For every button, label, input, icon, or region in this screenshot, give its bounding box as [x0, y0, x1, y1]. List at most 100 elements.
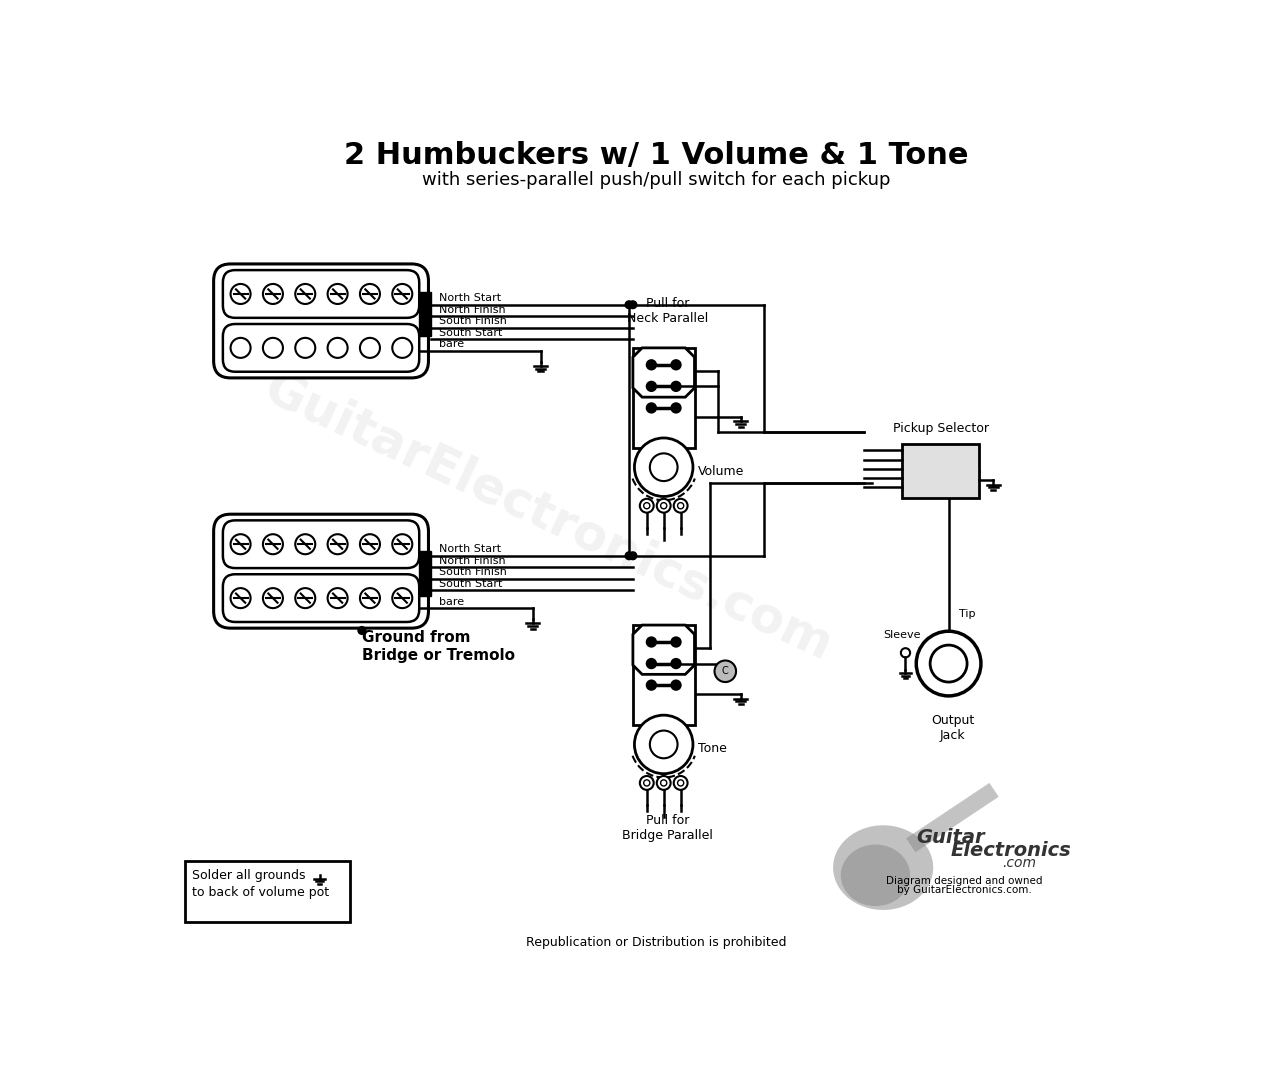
- FancyBboxPatch shape: [223, 574, 420, 622]
- Circle shape: [673, 499, 687, 512]
- Text: Guitar: Guitar: [916, 827, 984, 847]
- FancyBboxPatch shape: [223, 324, 420, 371]
- Text: Pull for
Neck Parallel: Pull for Neck Parallel: [627, 297, 708, 325]
- Circle shape: [677, 503, 684, 509]
- Circle shape: [296, 284, 315, 304]
- Text: bare: bare: [439, 597, 463, 606]
- Ellipse shape: [833, 825, 933, 910]
- Bar: [632, 348, 695, 448]
- Circle shape: [672, 403, 681, 413]
- Circle shape: [392, 588, 412, 609]
- Circle shape: [262, 534, 283, 554]
- Circle shape: [640, 499, 654, 512]
- Circle shape: [360, 284, 380, 304]
- Bar: [632, 625, 695, 726]
- Text: Diagram designed and owned: Diagram designed and owned: [886, 876, 1042, 886]
- Circle shape: [328, 534, 348, 554]
- Circle shape: [660, 503, 667, 509]
- Text: Pickup Selector: Pickup Selector: [893, 422, 989, 435]
- Text: Republication or Distribution is prohibited: Republication or Distribution is prohibi…: [526, 936, 786, 949]
- Circle shape: [360, 338, 380, 357]
- Text: North Start: North Start: [439, 293, 500, 303]
- Circle shape: [635, 715, 692, 773]
- Text: North Start: North Start: [439, 545, 500, 554]
- Circle shape: [672, 361, 681, 369]
- Polygon shape: [632, 348, 695, 397]
- Circle shape: [677, 780, 684, 786]
- Circle shape: [650, 454, 677, 481]
- Circle shape: [916, 631, 980, 696]
- Circle shape: [360, 588, 380, 609]
- Circle shape: [628, 552, 636, 560]
- Circle shape: [328, 284, 348, 304]
- Circle shape: [262, 338, 283, 357]
- Circle shape: [328, 588, 348, 609]
- Circle shape: [672, 381, 681, 391]
- Text: Tip: Tip: [960, 609, 975, 618]
- Circle shape: [230, 284, 251, 304]
- Circle shape: [230, 338, 251, 357]
- Circle shape: [392, 534, 412, 554]
- Bar: [902, 444, 979, 498]
- Circle shape: [931, 645, 968, 682]
- Circle shape: [657, 777, 671, 790]
- Text: Solder all grounds: Solder all grounds: [192, 870, 306, 883]
- Circle shape: [392, 338, 412, 357]
- Circle shape: [644, 780, 650, 786]
- Circle shape: [714, 661, 736, 682]
- Text: North Finish: North Finish: [439, 556, 506, 565]
- FancyBboxPatch shape: [223, 520, 420, 569]
- Circle shape: [262, 588, 283, 609]
- Text: Ground from
Bridge or Tremolo: Ground from Bridge or Tremolo: [362, 630, 515, 663]
- Text: South Start: South Start: [439, 579, 502, 589]
- Text: to back of volume pot: to back of volume pot: [192, 886, 329, 899]
- Circle shape: [646, 638, 657, 647]
- Circle shape: [262, 284, 283, 304]
- Circle shape: [646, 403, 657, 413]
- Text: .com: .com: [1002, 856, 1037, 870]
- Text: by GuitarElectronics.com.: by GuitarElectronics.com.: [896, 885, 1032, 896]
- FancyBboxPatch shape: [214, 514, 429, 628]
- Circle shape: [657, 499, 671, 512]
- Bar: [419, 551, 431, 596]
- Circle shape: [673, 777, 687, 790]
- Text: South Start: South Start: [439, 328, 502, 338]
- Text: Output
Jack: Output Jack: [931, 714, 974, 742]
- Text: Pull for
Bridge Parallel: Pull for Bridge Parallel: [622, 813, 713, 841]
- Text: North Finish: North Finish: [439, 304, 506, 315]
- Circle shape: [296, 588, 315, 609]
- Text: Tone: Tone: [699, 742, 727, 755]
- Polygon shape: [632, 625, 695, 675]
- FancyBboxPatch shape: [223, 270, 420, 317]
- Circle shape: [328, 338, 348, 357]
- Circle shape: [625, 552, 632, 560]
- FancyBboxPatch shape: [214, 264, 429, 378]
- Circle shape: [901, 648, 910, 657]
- Text: C: C: [722, 666, 728, 676]
- Circle shape: [635, 438, 692, 496]
- Text: Electronics: Electronics: [950, 840, 1071, 860]
- Circle shape: [660, 780, 667, 786]
- Bar: [419, 291, 431, 337]
- Circle shape: [646, 680, 657, 690]
- Circle shape: [296, 338, 315, 357]
- Circle shape: [672, 680, 681, 690]
- Text: bare: bare: [439, 339, 463, 350]
- Text: with series-parallel push/pull switch for each pickup: with series-parallel push/pull switch fo…: [421, 171, 891, 190]
- Circle shape: [625, 301, 632, 309]
- Text: Sleeve: Sleeve: [883, 630, 920, 640]
- Circle shape: [646, 361, 657, 369]
- Circle shape: [640, 777, 654, 790]
- Circle shape: [646, 381, 657, 391]
- Text: GuitarElectronics.com: GuitarElectronics.com: [256, 364, 840, 670]
- Circle shape: [628, 301, 636, 309]
- Text: South Finish: South Finish: [439, 316, 507, 326]
- Circle shape: [358, 627, 366, 635]
- Circle shape: [672, 638, 681, 647]
- Ellipse shape: [841, 845, 910, 906]
- Circle shape: [646, 658, 657, 668]
- Bar: [184, 861, 351, 922]
- Circle shape: [230, 588, 251, 609]
- Text: South Finish: South Finish: [439, 567, 507, 577]
- Circle shape: [296, 534, 315, 554]
